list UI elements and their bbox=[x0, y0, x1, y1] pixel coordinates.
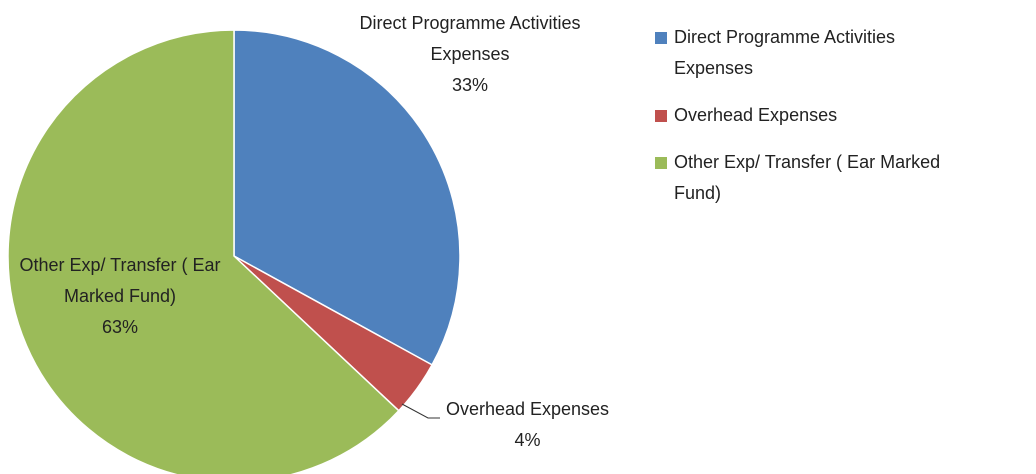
legend-item: Other Exp/ Transfer ( Ear Marked Fund) bbox=[655, 147, 974, 209]
data-label-value: 4% bbox=[514, 430, 541, 450]
data-label-value: 63% bbox=[101, 317, 139, 337]
legend: Direct Programme Activities Expenses Over… bbox=[655, 22, 1036, 225]
legend-label: Other Exp/ Transfer ( Ear Marked Fund) bbox=[674, 152, 941, 203]
legend-label: Overhead Expenses bbox=[674, 105, 838, 125]
legend-swatch bbox=[655, 32, 667, 44]
legend-item: Overhead Expenses bbox=[655, 100, 974, 131]
data-label: Direct Programme Activities Expenses 33% bbox=[350, 8, 590, 101]
data-label: Other Exp/ Transfer ( Ear Marked Fund) 63… bbox=[0, 250, 240, 343]
legend-label: Direct Programme Activities Expenses bbox=[674, 27, 896, 78]
data-label-category: Overhead Expenses bbox=[445, 399, 610, 419]
data-label-category: Direct Programme Activities Expenses bbox=[359, 13, 581, 64]
legend-swatch bbox=[655, 110, 667, 122]
pie-slice bbox=[233, 29, 461, 366]
pie-slice bbox=[7, 29, 400, 474]
data-label-category: Other Exp/ Transfer ( Ear Marked Fund) bbox=[19, 255, 221, 306]
legend-swatch bbox=[655, 157, 667, 169]
legend-item: Direct Programme Activities Expenses bbox=[655, 22, 974, 84]
leader-line bbox=[401, 403, 440, 419]
data-label-value: 33% bbox=[451, 75, 489, 95]
data-label: Overhead Expenses 4% bbox=[415, 394, 640, 456]
